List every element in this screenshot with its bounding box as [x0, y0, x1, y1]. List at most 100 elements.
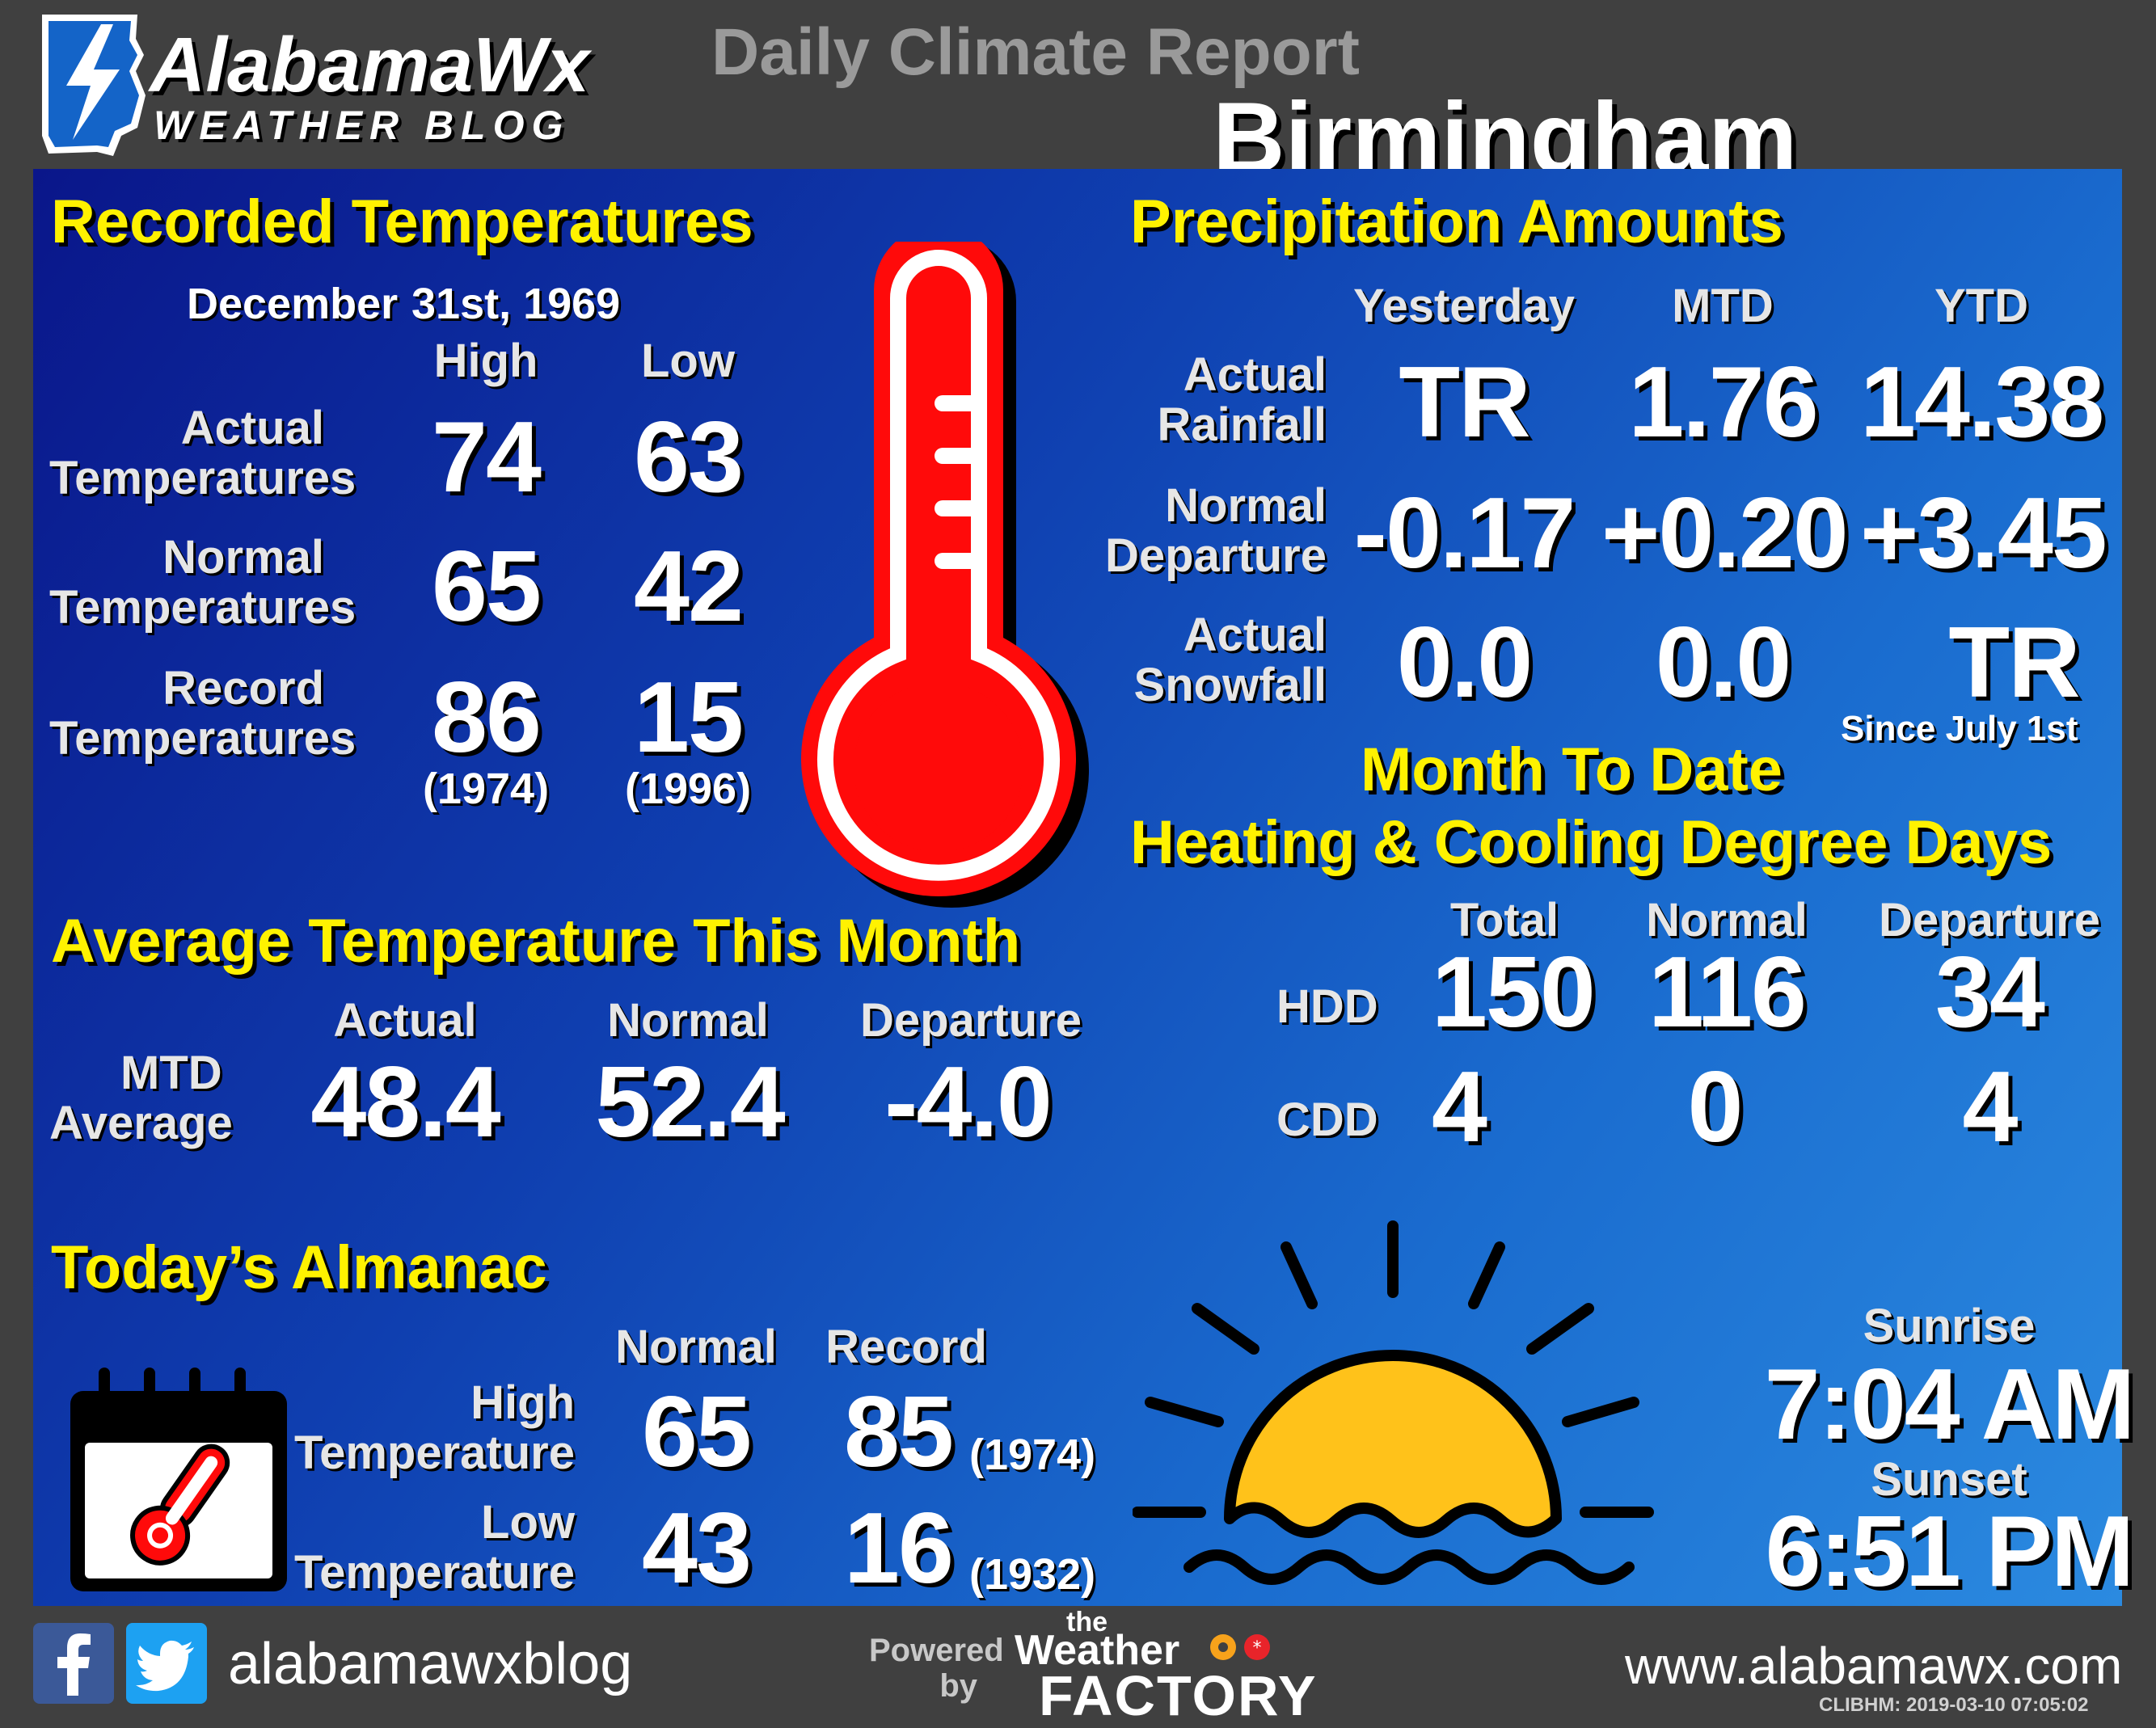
precip-row-snow-label: Actual Snowfall: [1084, 610, 1327, 710]
powered-text: Powered: [869, 1633, 1004, 1668]
sunset-label: Sunset: [1871, 1453, 2027, 1506]
sunrise-label: Sunrise: [1863, 1300, 2036, 1352]
recorded-temps-title: Recorded Temperatures: [51, 188, 753, 256]
twitter-icon[interactable]: [126, 1623, 207, 1704]
avg-row-label-2: Average: [49, 1097, 233, 1149]
precip-col-ytd: YTD: [1934, 280, 2028, 332]
precip-row-rain-label-1: Actual: [1183, 348, 1327, 401]
almanac-title: Today’s Almanac: [51, 1233, 547, 1302]
avg-row-label: MTD Average: [49, 1048, 251, 1148]
hdd-label: HDD: [1276, 980, 1378, 1033]
normal-high: 65: [432, 531, 542, 643]
avg-col-departure: Departure: [860, 994, 1082, 1047]
powered-by: Powered by: [869, 1633, 1004, 1704]
departure-ytd: +3.45: [1860, 478, 2107, 589]
logo[interactable]: AlabamaWx WEATHER BLOG: [24, 6, 606, 164]
snow-yesterday: 0.0: [1396, 607, 1533, 719]
cdd-total: 4: [1432, 1052, 1487, 1163]
calendar-thermometer-icon: [70, 1368, 287, 1591]
row-actual-label: Actual Temperatures: [49, 402, 357, 504]
precip-title: Precipitation Amounts: [1130, 188, 1783, 256]
precip-col-yesterday: Yesterday: [1352, 280, 1576, 332]
avg-row-label-1: MTD: [120, 1047, 222, 1099]
by-text: by: [939, 1668, 977, 1704]
record-low: 15: [634, 662, 744, 773]
report-panel: Recorded Temperatures December 31st, 196…: [33, 169, 2135, 1608]
logo-name: AlabamaWx: [150, 22, 590, 108]
avg-col-actual: Actual: [333, 994, 477, 1047]
row-normal-label-2: Temperatures: [49, 581, 357, 634]
dd-col-normal: Normal: [1646, 894, 1808, 946]
hdd-normal: 116: [1648, 937, 1807, 1048]
row-record-label: Record Temperatures: [49, 662, 357, 765]
timestamp: CLIBHM: 2019-03-10 07:05:02: [1819, 1694, 2089, 1716]
almanac-low-label: Low Temperature: [259, 1498, 575, 1598]
sunrise-time: 7:04 AM: [1764, 1349, 2136, 1460]
almanac-col-record: Record: [825, 1321, 987, 1373]
record-high: 86: [432, 662, 542, 773]
record-low-year: (1996): [624, 765, 752, 813]
precip-row-departure-label-2: Departure: [1105, 529, 1327, 582]
cdd-departure: 4: [1962, 1052, 2019, 1163]
col-low: Low: [641, 335, 735, 387]
brand-the: the: [1066, 1607, 1108, 1637]
almanac-high-label: High Temperature: [259, 1378, 575, 1478]
avg-departure: -4.0: [884, 1047, 1053, 1158]
cdd-label: CDD: [1276, 1094, 1378, 1146]
snow-mtd: 0.0: [1655, 607, 1791, 719]
row-record-label-1: Record: [162, 662, 324, 714]
avg-normal: 52.4: [595, 1047, 785, 1158]
precip-row-rain-label-2: Rainfall: [1157, 398, 1327, 451]
precip-row-departure-label-1: Normal: [1165, 479, 1327, 532]
record-high-year: (1974): [422, 765, 550, 813]
departure-mtd: +0.20: [1601, 478, 1849, 589]
snow-ytd: TR: [1948, 607, 2080, 719]
social-handle[interactable]: alabamawxblog: [228, 1632, 633, 1696]
almanac-col-normal: Normal: [615, 1321, 777, 1373]
lightning-logo-icon: [42, 15, 146, 156]
almanac-high-record: 85: [844, 1376, 954, 1488]
rain-yesterday: TR: [1399, 347, 1530, 458]
degree-days-title-2: Heating & Cooling Degree Days: [1130, 808, 2053, 877]
weather-factory-logo[interactable]: the Weather * FACTORY: [1015, 1607, 1370, 1727]
almanac-low-normal: 43: [642, 1493, 752, 1604]
almanac-high-year: (1974): [969, 1431, 1096, 1479]
normal-low: 42: [634, 531, 744, 643]
almanac-high-normal: 65: [642, 1376, 752, 1488]
row-normal-label: Normal Temperatures: [49, 531, 357, 634]
avg-temp-title: Average Temperature This Month: [51, 907, 1021, 976]
precip-row-snow-label-2: Snowfall: [1133, 659, 1327, 711]
gear-icons: *: [1210, 1634, 1270, 1660]
twitter-glyph: [136, 1640, 194, 1692]
almanac-low-record: 16: [844, 1493, 954, 1604]
snow-note: Since July 1st: [1841, 709, 2078, 748]
avg-actual: 48.4: [310, 1047, 500, 1158]
almanac-low-label-1: Low: [481, 1496, 575, 1549]
brand-weather: Weather: [1015, 1627, 1180, 1674]
precip-row-departure-label: Normal Departure: [1084, 481, 1327, 581]
svg-text:*: *: [1253, 1638, 1262, 1658]
avg-col-normal: Normal: [607, 994, 769, 1047]
facebook-icon[interactable]: [33, 1623, 114, 1704]
degree-days-title-1: Month To Date: [1361, 735, 1783, 804]
date-day: 31st, 1969: [411, 280, 621, 328]
logo-tagline: WEATHER BLOG: [154, 103, 571, 148]
col-high: High: [433, 335, 538, 387]
precip-row-snow-label-1: Actual: [1183, 609, 1327, 661]
date-month: December: [187, 280, 399, 328]
report-title: Daily Climate Report: [711, 15, 1360, 89]
almanac-high-label-1: High: [470, 1376, 575, 1429]
precip-row-rain-label: Actual Rainfall: [1084, 350, 1327, 450]
row-actual-label-1: Actual: [180, 402, 324, 454]
almanac-low-label-2: Temperature: [293, 1546, 575, 1599]
facebook-glyph: [57, 1633, 91, 1696]
sun-icon: [1133, 1220, 1654, 1585]
website-link[interactable]: www.alabamawx.com: [1625, 1637, 2123, 1695]
row-actual-label-2: Temperatures: [49, 452, 357, 504]
almanac-high-label-2: Temperature: [293, 1427, 575, 1479]
row-normal-label-1: Normal: [162, 531, 324, 584]
row-record-label-2: Temperatures: [49, 712, 357, 765]
dd-col-total: Total: [1449, 894, 1559, 946]
rain-ytd: 14.38: [1860, 347, 2104, 458]
rain-mtd: 1.76: [1628, 347, 1818, 458]
